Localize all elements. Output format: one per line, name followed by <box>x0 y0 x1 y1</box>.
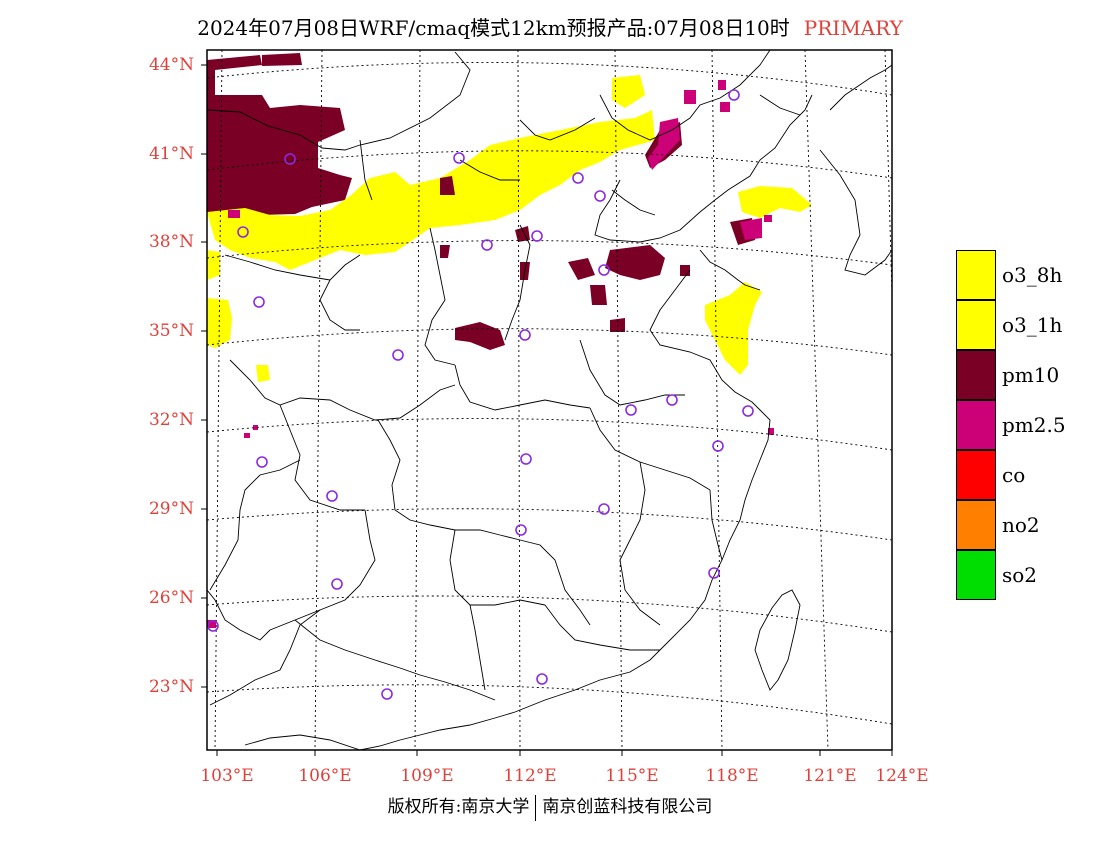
lat-label-35: 35°N <box>148 321 194 341</box>
lon-label-109: 109°E <box>400 766 454 786</box>
lat-label-38: 38°N <box>148 232 194 252</box>
lat-label-29: 29°N <box>148 499 194 519</box>
graticule <box>207 50 892 750</box>
map-frame <box>206 49 893 751</box>
legend-swatch-co <box>956 450 996 500</box>
legend-swatch-pm25 <box>956 400 996 450</box>
legend-label-co: co <box>1002 463 1026 487</box>
footer-left: 版权所有:南京大学 <box>387 797 530 817</box>
pm25-field-patches <box>207 80 774 628</box>
footer-right: 南京创蓝科技有限公司 <box>542 797 713 817</box>
lat-label-23: 23°N <box>148 677 194 697</box>
station-markers <box>207 89 754 700</box>
lon-label-124: 124°E <box>875 766 929 786</box>
tick-marks <box>201 64 893 756</box>
legend-swatch-so2 <box>956 550 996 600</box>
legend-label-so2: so2 <box>1002 563 1038 587</box>
copyright-footer: 版权所有:南京大学 南京创蓝科技有限公司 <box>0 792 1100 821</box>
lon-label-106: 106°E <box>298 766 352 786</box>
lon-label-121: 121°E <box>803 766 857 786</box>
legend-label-o3-1h: o3_1h <box>1002 313 1063 337</box>
lon-label-118: 118°E <box>705 766 759 786</box>
footer-separator <box>535 794 537 821</box>
boundaries <box>207 50 892 750</box>
legend-label-no2: no2 <box>1002 513 1040 537</box>
legend-label-pm25: pm2.5 <box>1002 413 1066 437</box>
legend-swatch-pm10 <box>956 350 996 400</box>
legend-label-pm10: pm10 <box>1002 363 1060 387</box>
lon-label-115: 115°E <box>605 766 659 786</box>
lat-label-41: 41°N <box>148 144 194 164</box>
legend-swatch-no2 <box>956 500 996 550</box>
lon-label-103: 103°E <box>200 766 254 786</box>
lat-label-44: 44°N <box>148 55 194 75</box>
lat-label-32: 32°N <box>148 410 194 430</box>
legend-label-o3-8h: o3_8h <box>1002 263 1063 287</box>
lon-label-112: 112°E <box>503 766 557 786</box>
title-tag: PRIMARY <box>803 16 903 40</box>
legend-swatch-o3-1h <box>956 300 996 350</box>
title-main: 2024年07月08日WRF/cmaq模式12km预报产品:07月08日10时 <box>197 16 790 40</box>
legend-swatch-o3-8h <box>956 250 996 300</box>
pm10-field-northwest <box>207 53 352 215</box>
o3-field-north <box>207 75 812 382</box>
map-title: 2024年07月08日WRF/cmaq模式12km预报产品:07月08日10时 P… <box>0 12 1100 41</box>
lat-label-26: 26°N <box>148 588 194 608</box>
